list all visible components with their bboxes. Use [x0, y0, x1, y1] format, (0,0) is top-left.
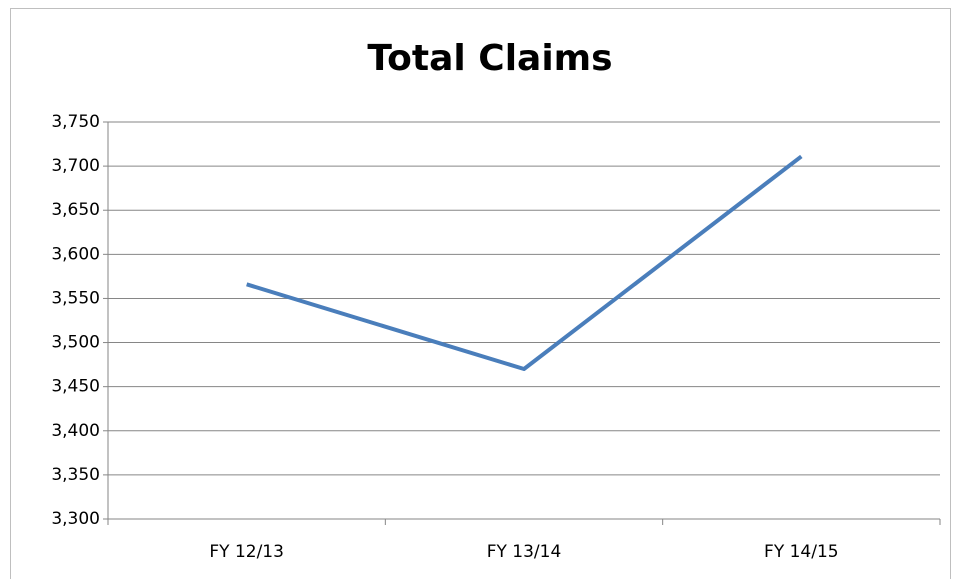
chart-title: Total Claims [367, 38, 612, 79]
x-tick-label: FY 12/13 [209, 542, 284, 562]
y-tick-label: 3,650 [51, 200, 100, 220]
y-tick-label: 3,500 [51, 333, 100, 353]
series-line [246, 154, 803, 372]
x-tick-label: FY 14/15 [764, 542, 839, 562]
x-tick-label: FY 13/14 [487, 542, 562, 562]
y-tick-label: 3,750 [51, 112, 100, 132]
y-tick-label: 3,600 [51, 244, 100, 264]
chart-frame [10, 8, 951, 579]
y-tick-label: 3,400 [51, 421, 100, 441]
y-tick-label: 3,450 [51, 377, 100, 397]
y-tick-label: 3,300 [51, 509, 100, 529]
y-tick-label: 3,350 [51, 465, 100, 485]
y-tick-label: 3,700 [51, 156, 100, 176]
y-tick-label: 3,550 [51, 288, 100, 308]
